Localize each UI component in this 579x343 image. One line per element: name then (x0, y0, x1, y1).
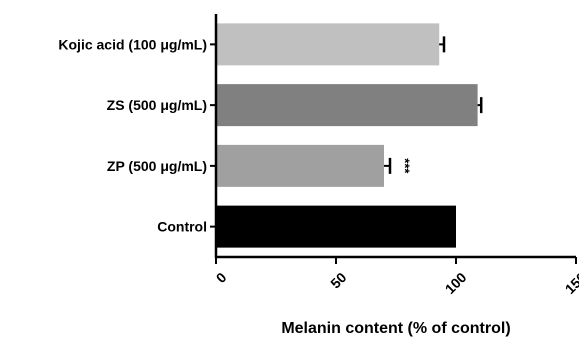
x-tick-label-3: 150 (562, 269, 579, 297)
bar-3 (216, 205, 456, 248)
category-label-2: ZP (500 μg/mL) (107, 158, 207, 174)
bar-0 (216, 23, 440, 66)
axes-group: Kojic acid (100 μg/mL) ZS (500 μg/mL) ZP (… (58, 14, 579, 297)
x-axis-title: Melanin content (% of control) (281, 320, 510, 337)
bars-group: *** (216, 23, 483, 248)
x-tick-label-2: 100 (442, 269, 470, 297)
category-label-1: ZS (500 μg/mL) (107, 97, 207, 113)
bar-1 (216, 84, 478, 127)
significance-annotation-0: *** (398, 158, 413, 174)
x-tick-label-0: 0 (213, 269, 230, 286)
category-label-0: Kojic acid (100 μg/mL) (58, 36, 207, 52)
category-label-3: Control (157, 219, 207, 235)
x-tick-label-1: 50 (327, 269, 349, 291)
bar-2 (216, 144, 384, 187)
